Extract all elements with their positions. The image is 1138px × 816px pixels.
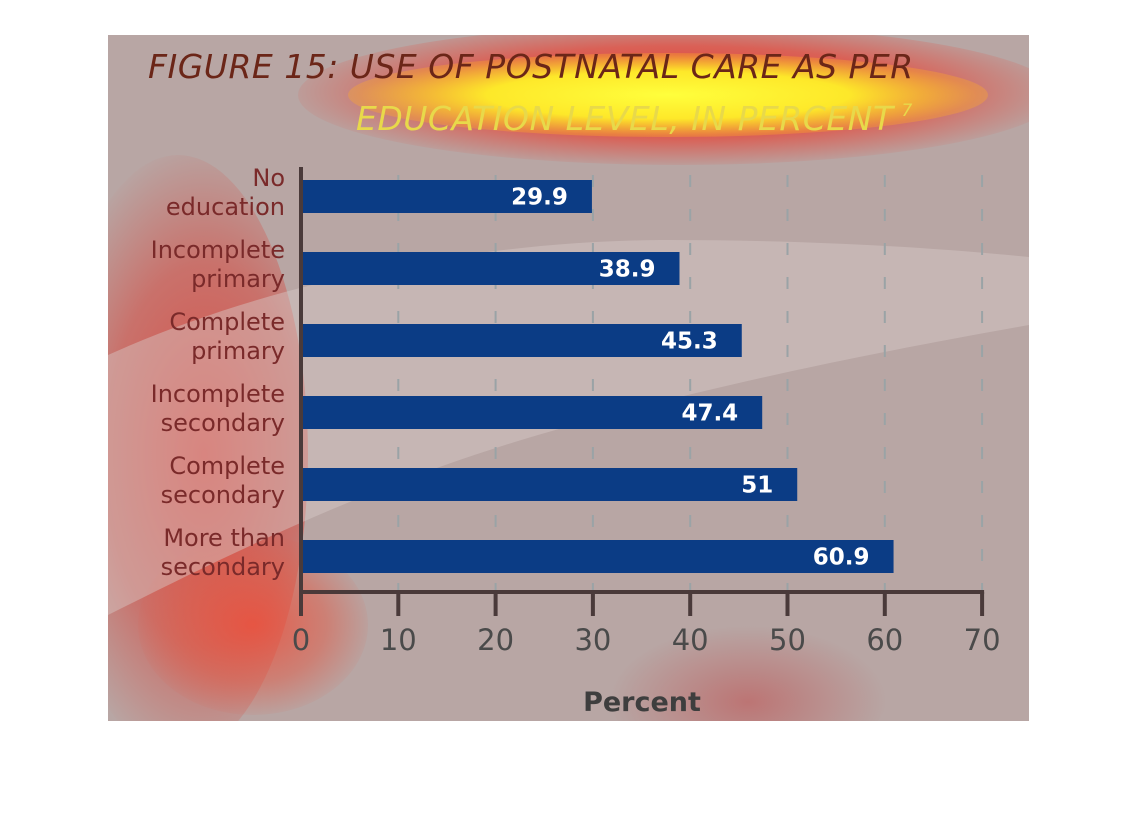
labels: 29.9Noeducation38.9Incompleteprimary45.3…: [151, 164, 1001, 657]
axes: [299, 167, 985, 616]
value-label: 60.9: [813, 545, 870, 571]
category-label: education: [166, 193, 285, 221]
category-label: secondary: [161, 553, 285, 581]
category-label: Incomplete: [151, 236, 285, 264]
bars: [301, 180, 894, 573]
x-tick-label: 10: [380, 623, 417, 657]
bar: [301, 540, 894, 573]
bar-chart: 29.9Noeducation38.9Incompleteprimary45.3…: [108, 47, 1029, 718]
x-axis-title: Percent: [583, 687, 701, 718]
bar: [301, 252, 680, 285]
chart-title-line-2: EDUCATION LEVEL, IN PERCENT 7: [356, 99, 913, 138]
category-label: No: [252, 164, 285, 192]
bar: [301, 468, 798, 501]
category-label: Incomplete: [151, 380, 285, 408]
x-tick-label: 20: [477, 623, 514, 657]
category-label: More than: [163, 524, 285, 552]
chart-title-superscript: 7: [902, 101, 913, 121]
x-tick-label: 50: [769, 623, 806, 657]
category-label: Complete: [169, 452, 285, 480]
x-tick-label: 60: [866, 623, 903, 657]
chart-title-line-2-text: EDUCATION LEVEL, IN PERCENT: [356, 99, 896, 138]
category-label: Complete: [169, 308, 285, 336]
x-tick-label: 40: [672, 623, 709, 657]
grid-lines: [397, 175, 984, 592]
category-label: secondary: [161, 409, 285, 437]
value-label: 29.9: [511, 185, 568, 211]
category-label: secondary: [161, 481, 285, 509]
x-tick-label: 70: [964, 623, 1001, 657]
chart-figure: 29.9 No education 38.9 Incomplete primary 45.3…: [108, 35, 1029, 721]
bar: [301, 180, 592, 213]
bar: [301, 324, 742, 357]
bar: [301, 396, 763, 429]
value-label: 45.3: [661, 329, 718, 355]
value-label: 47.4: [681, 401, 738, 427]
value-label: 51: [741, 473, 773, 499]
chart-title-line-1: FIGURE 15: USE OF POSTNATAL CARE AS PER: [148, 47, 914, 86]
chart-title: FIGURE 15: USE OF POSTNATAL CARE AS PER …: [148, 47, 914, 138]
category-label: primary: [191, 265, 285, 293]
value-label: 38.9: [599, 257, 656, 283]
x-tick-label: 0: [292, 623, 310, 657]
x-tick-label: 30: [574, 623, 611, 657]
category-label: primary: [191, 337, 285, 365]
